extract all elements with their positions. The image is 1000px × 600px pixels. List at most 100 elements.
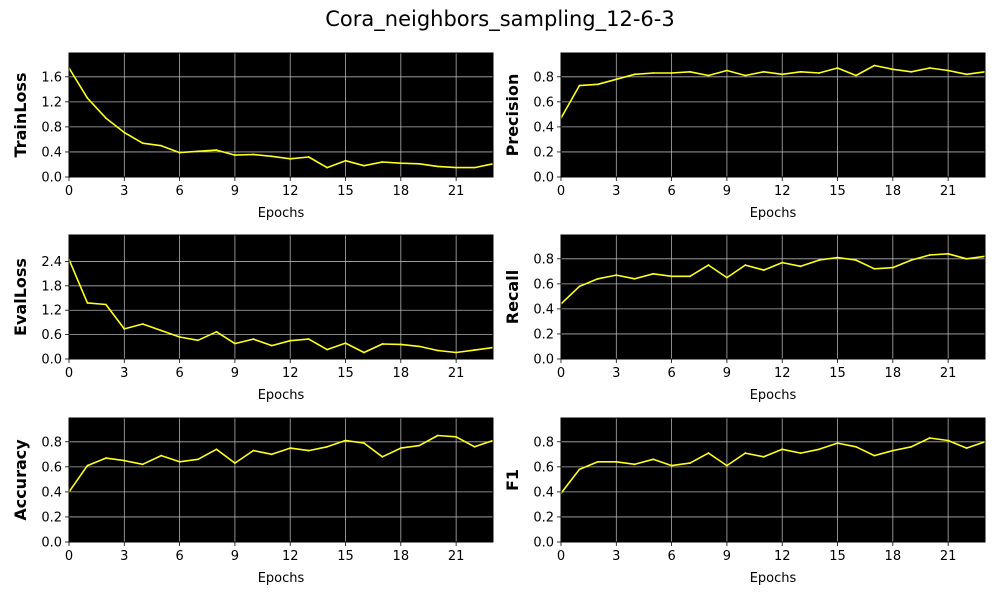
data-point: [818, 259, 820, 261]
x-tick-label: 18: [885, 549, 902, 564]
data-point: [781, 261, 784, 264]
data-point: [928, 254, 931, 256]
y-tick-label: 0.0: [41, 536, 62, 551]
plot-area: [561, 418, 985, 542]
data-point: [344, 342, 347, 345]
data-point: [123, 328, 126, 330]
series-line: [68, 259, 494, 354]
y-tick-label: 0.2: [533, 510, 554, 525]
y-tick-label: 0.4: [533, 302, 554, 317]
x-tick-label: 9: [231, 366, 239, 381]
x-tick-label: 0: [65, 184, 73, 199]
y-tick-label: 0.6: [533, 460, 554, 475]
data-point: [799, 265, 802, 268]
x-tick-label: 6: [175, 184, 183, 199]
data-point: [307, 156, 310, 158]
data-point: [818, 72, 820, 74]
x-tick-label: 9: [723, 184, 731, 199]
axes-frame: [560, 234, 986, 360]
x-tick-label: 21: [940, 366, 957, 381]
plot-area: [69, 53, 493, 177]
data-point: [836, 442, 839, 444]
data-point: [762, 269, 765, 271]
data-point: [652, 272, 655, 275]
data-point: [473, 445, 476, 448]
data-point: [965, 447, 968, 449]
x-tick-label: 12: [282, 549, 299, 564]
x-tick-label: 9: [231, 184, 239, 199]
y-tick-label: 0.4: [533, 485, 554, 500]
data-point: [104, 457, 107, 459]
data-point: [707, 74, 710, 77]
x-axis-label: Epochs: [750, 388, 797, 403]
data-point: [615, 274, 618, 276]
x-tick-label: 21: [940, 549, 957, 564]
x-tick-label: 6: [667, 366, 675, 381]
y-tick-label: 0.0: [533, 536, 554, 551]
data-point: [141, 463, 144, 466]
x-tick-label: 0: [557, 549, 565, 564]
series-line: [68, 434, 494, 493]
x-tick-label: 6: [667, 184, 675, 199]
data-point: [381, 455, 384, 458]
y-tick-label: 0.2: [41, 510, 62, 525]
data-point: [873, 267, 876, 270]
data-point: [215, 448, 218, 451]
y-tick-label: 0.8: [533, 70, 554, 85]
y-axis-label: EvalLoss: [11, 258, 30, 336]
data-point: [252, 449, 255, 452]
x-tick-label: 3: [120, 184, 128, 199]
data-point: [891, 266, 894, 269]
x-tick-label: 18: [885, 366, 902, 381]
x-tick-label: 12: [774, 366, 791, 381]
x-tick-label: 9: [723, 549, 731, 564]
x-axis-label: Epochs: [750, 206, 797, 221]
x-tick-label: 3: [120, 549, 128, 564]
y-tick-label: 1.2: [41, 95, 62, 110]
data-point: [399, 447, 402, 449]
data-point: [707, 264, 710, 266]
plot-area: [69, 418, 493, 542]
data-point: [744, 264, 747, 266]
data-point: [762, 70, 765, 73]
y-tick-label: 0.8: [41, 120, 62, 135]
x-tick-label: 6: [667, 549, 675, 564]
data-point: [455, 435, 458, 438]
data-point: [215, 149, 218, 151]
data-point: [873, 454, 876, 457]
data-point: [855, 259, 857, 261]
data-point: [104, 303, 107, 306]
y-tick-label: 0.6: [533, 95, 554, 110]
data-point: [418, 444, 421, 447]
y-tick-label: 0.6: [533, 277, 554, 292]
axes-frame: [560, 417, 986, 543]
x-tick-label: 6: [175, 549, 183, 564]
data-point: [178, 336, 181, 338]
subplot-accuracy: 0 3 6 9 12 15 18 21 0.0 0.2 0.4 0.6 0.8 Epochs Accurac…: [11, 417, 494, 586]
data-point: [578, 468, 581, 471]
y-tick-label: 0.4: [41, 145, 62, 160]
data-point: [197, 150, 199, 153]
x-tick-label: 12: [774, 549, 791, 564]
data-point: [123, 131, 126, 134]
x-tick-label: 0: [65, 549, 73, 564]
data-point: [947, 69, 950, 72]
data-point: [418, 162, 421, 165]
x-tick-label: 6: [175, 366, 183, 381]
data-point: [615, 78, 618, 81]
x-tick-label: 0: [65, 366, 73, 381]
x-tick-label: 15: [829, 549, 846, 564]
data-point: [270, 155, 273, 158]
data-point: [873, 64, 876, 67]
data-point: [160, 454, 163, 457]
x-tick-label: 15: [337, 366, 354, 381]
data-point: [615, 460, 618, 463]
data-point: [578, 84, 581, 87]
series-line: [560, 253, 986, 305]
subplot-trainloss: 0 3 6 9 12 15 18 21 0.0 0.4 0.8 1.2 1.6 Epochs TrainLo…: [11, 52, 494, 221]
data-point: [726, 69, 728, 72]
x-tick-label: 15: [829, 184, 846, 199]
data-point: [270, 453, 273, 456]
data-point: [633, 277, 636, 280]
